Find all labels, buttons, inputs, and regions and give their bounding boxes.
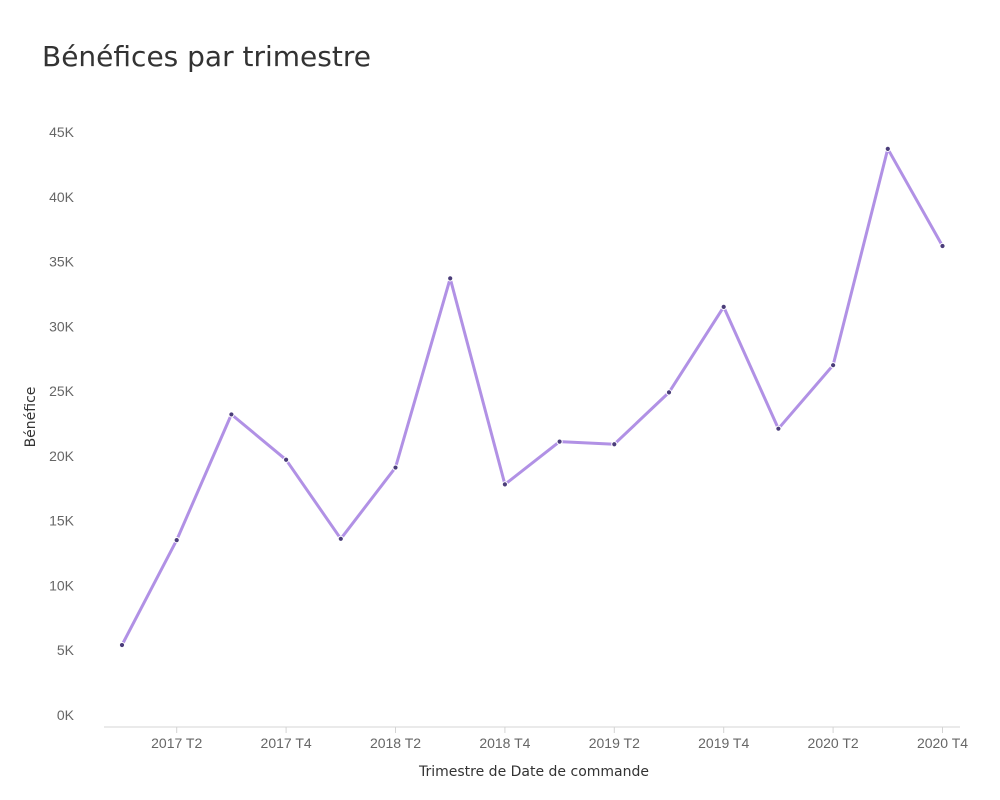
y-tick-label: 5K — [57, 642, 75, 658]
data-point[interactable] — [447, 275, 454, 282]
x-tick-label: 2018 T2 — [370, 735, 421, 751]
chart-title: Bénéfices par trimestre — [42, 40, 371, 73]
data-point[interactable] — [337, 535, 344, 542]
x-axis: 2017 T2 2017 T4 2018 T2 2018 T4 2019 T2 2019 … — [104, 726, 968, 751]
data-point[interactable] — [611, 441, 618, 448]
y-tick-label: 20K — [49, 448, 75, 464]
y-tick-label: 25K — [49, 383, 75, 399]
y-tick-label: 30K — [49, 318, 75, 334]
markers-group — [118, 145, 946, 649]
y-tick-label: 45K — [49, 124, 75, 140]
data-point[interactable] — [392, 464, 399, 471]
data-point[interactable] — [228, 411, 235, 418]
x-tick-label: 2019 T2 — [589, 735, 640, 751]
x-tick-label: 2017 T4 — [261, 735, 312, 751]
data-point[interactable] — [720, 303, 727, 310]
y-tick-label: 0K — [57, 707, 75, 723]
x-tick-label: 2020 T4 — [917, 735, 968, 751]
series-line — [120, 147, 944, 647]
y-axis-ticks: 0K 5K 10K 15K 20K 25K 30K 35K 40K 45K — [49, 124, 75, 723]
series-group — [120, 147, 944, 647]
x-tick-label: 2018 T4 — [479, 735, 530, 751]
data-point[interactable] — [939, 242, 946, 250]
data-point[interactable] — [775, 425, 782, 432]
y-tick-label: 40K — [49, 189, 75, 205]
y-axis-title: Bénéfice — [23, 387, 39, 448]
data-point[interactable] — [830, 362, 837, 369]
data-point[interactable] — [501, 481, 508, 488]
x-axis-title: Trimestre de Date de commande — [418, 764, 649, 780]
data-point[interactable] — [173, 537, 180, 544]
data-point[interactable] — [665, 389, 673, 396]
y-tick-label: 35K — [49, 254, 75, 270]
x-tick-label: 2020 T2 — [808, 735, 859, 751]
data-point[interactable] — [556, 438, 563, 445]
y-tick-label: 10K — [49, 577, 75, 593]
data-point[interactable] — [283, 456, 290, 463]
y-tick-label: 15K — [49, 513, 75, 529]
data-point[interactable] — [118, 641, 126, 649]
x-tick-label: 2017 T2 — [151, 735, 202, 751]
x-tick-label: 2019 T4 — [698, 735, 749, 751]
data-point[interactable] — [884, 145, 891, 152]
